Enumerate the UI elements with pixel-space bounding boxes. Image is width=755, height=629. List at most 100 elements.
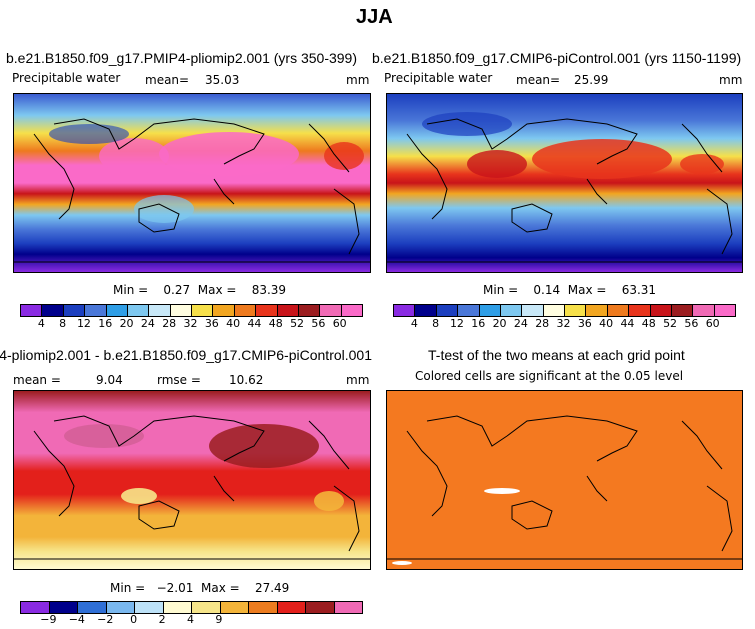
colorbar-panel3-tick-label: 4 bbox=[187, 613, 194, 626]
colorbar-panel2-tick-label: 32 bbox=[556, 317, 571, 330]
colorbar-panel2-swatch bbox=[607, 305, 630, 316]
colorbar-panel2-tick-label: 48 bbox=[641, 317, 656, 330]
colorbar-panel1-ticks: 4 8 12 16 20 24 28 32 36 40 44 48 52 56 60 bbox=[20, 317, 361, 331]
colorbar-panel3-swatch bbox=[220, 602, 249, 613]
panel3-case-title: b.e21.B1850.f09_g17.PMIP4-pliomip2.001 -… bbox=[0, 347, 372, 363]
colorbar-panel2-tick-label: 52 bbox=[663, 317, 678, 330]
colorbar-panel3-swatch bbox=[163, 602, 192, 613]
panel3-mean-label: mean = bbox=[13, 373, 61, 387]
panel4-subtitle: Colored cells are significant at the 0.0… bbox=[415, 369, 684, 383]
colorbar-panel2-swatch bbox=[458, 305, 480, 316]
panel1-map bbox=[13, 93, 371, 273]
panel3-units: mm bbox=[346, 373, 370, 387]
colorbar-panel2-swatch bbox=[565, 305, 587, 316]
colorbar-panel3 bbox=[20, 601, 363, 614]
colorbar-panel1-swatch bbox=[277, 305, 299, 316]
colorbar-panel2-tick-label: 12 bbox=[449, 317, 464, 330]
colorbar-panel1-swatch bbox=[127, 305, 150, 316]
colorbar-panel1-swatch bbox=[341, 305, 362, 316]
colorbar-panel1-swatch bbox=[42, 305, 64, 316]
colorbar-panel3-swatch bbox=[306, 602, 335, 613]
colorbar-panel3-tick-label: 2 bbox=[158, 613, 166, 626]
colorbar-panel1-swatch bbox=[320, 305, 342, 316]
colorbar-panel2-swatch bbox=[671, 305, 694, 316]
colorbar-panel3-tick-label: −2 bbox=[97, 613, 114, 626]
panel3-rmse-label: rmse = bbox=[157, 373, 201, 387]
colorbar-panel2-swatch bbox=[479, 305, 501, 316]
panel3-map bbox=[13, 390, 371, 570]
colorbar-panel2-swatch bbox=[543, 305, 565, 316]
colorbar-panel2-tick-label: 8 bbox=[432, 317, 440, 330]
colorbar-panel3-tick-label: 9 bbox=[215, 613, 223, 626]
panel1-case-title: b.e21.B1850.f09_g17.PMIP4-pliomip2.001 (… bbox=[6, 50, 357, 66]
colorbar-panel1-tick-label: 24 bbox=[140, 317, 155, 330]
colorbar-panel1-tick-label: 52 bbox=[290, 317, 305, 330]
colorbar-panel1-tick-label: 28 bbox=[162, 317, 177, 330]
colorbar-panel1-swatch bbox=[234, 305, 257, 316]
colorbar-panel2-tick-label: 44 bbox=[620, 317, 635, 330]
colorbar-panel1-tick-label: 4 bbox=[37, 317, 45, 330]
panel1-minmax: Min = 0.27 Max = 83.39 bbox=[113, 283, 287, 297]
colorbar-panel2-tick-label: 16 bbox=[471, 317, 486, 330]
colorbar-panel2-tick-label: 40 bbox=[599, 317, 614, 330]
colorbar-panel2-tick-label: 28 bbox=[535, 317, 550, 330]
colorbar-panel1-swatch bbox=[21, 305, 43, 316]
colorbar-panel1-tick-label: 60 bbox=[332, 317, 347, 330]
colorbar-panel2-tick-label: 56 bbox=[684, 317, 699, 330]
panel2-variable: Precipitable water bbox=[384, 71, 493, 85]
colorbar-panel3-swatch bbox=[135, 602, 164, 613]
colorbar-panel1-tick-label: 56 bbox=[311, 317, 326, 330]
colorbar-panel2-tick-label: 36 bbox=[577, 317, 592, 330]
colorbar-panel2-swatch bbox=[436, 305, 459, 316]
colorbar-panel2-swatch bbox=[394, 305, 416, 316]
colorbar-panel3-swatch bbox=[277, 602, 306, 613]
panel2-units: mm bbox=[719, 73, 743, 87]
colorbar-panel2-swatch bbox=[629, 305, 651, 316]
colorbar-panel1-tick-label: 32 bbox=[183, 317, 198, 330]
panel4-map bbox=[386, 390, 743, 570]
colorbar-panel1-tick-label: 40 bbox=[226, 317, 241, 330]
colorbar-panel1-tick-label: 36 bbox=[204, 317, 219, 330]
colorbar-panel1-swatch bbox=[106, 305, 128, 316]
colorbar-panel3-swatch bbox=[334, 602, 362, 613]
colorbar-panel1-swatch bbox=[213, 305, 235, 316]
figure-title: JJA bbox=[356, 6, 393, 28]
colorbar-panel2-swatch bbox=[714, 305, 735, 316]
colorbar-panel1-tick-label: 44 bbox=[247, 317, 262, 330]
colorbar-panel1-swatch bbox=[256, 305, 278, 316]
colorbar-panel2-swatch bbox=[415, 305, 437, 316]
colorbar-panel1-swatch bbox=[85, 305, 107, 316]
panel4-title: T-test of the two means at each grid poi… bbox=[428, 347, 685, 363]
panel3-rmse: 10.62 bbox=[229, 373, 264, 387]
colorbar-panel3-swatch bbox=[192, 602, 221, 613]
colorbar-panel2-swatch bbox=[500, 305, 523, 316]
colorbar-panel2-swatch bbox=[693, 305, 715, 316]
colorbar-panel3-swatch bbox=[49, 602, 78, 613]
panel3-mean: 9.04 bbox=[96, 373, 123, 387]
colorbar-panel3-tick-label: −9 bbox=[40, 613, 57, 626]
colorbar-panel2-tick-label: 4 bbox=[410, 317, 418, 330]
colorbar-panel3-tick-label: 0 bbox=[130, 613, 138, 626]
panel1-mean: 35.03 bbox=[205, 73, 240, 87]
colorbar-panel2 bbox=[393, 304, 736, 317]
panel1-variable: Precipitable water bbox=[12, 71, 121, 85]
colorbar-panel2-tick-label: 60 bbox=[705, 317, 720, 330]
colorbar-panel3-swatch bbox=[21, 602, 50, 613]
panel1-units: mm bbox=[346, 73, 370, 87]
colorbar-panel3-swatch bbox=[106, 602, 135, 613]
panel1-mean-label: mean= bbox=[145, 73, 190, 87]
colorbar-panel1-swatch bbox=[63, 305, 86, 316]
colorbar-panel2-swatch bbox=[650, 305, 672, 316]
colorbar-panel2-swatch bbox=[586, 305, 608, 316]
colorbar-panel3-tick-label: −4 bbox=[68, 613, 85, 626]
colorbar-panel1-tick-label: 12 bbox=[76, 317, 91, 330]
colorbar-panel1-tick-label: 16 bbox=[98, 317, 113, 330]
panel2-minmax: Min = 0.14 Max = 63.31 bbox=[483, 283, 657, 297]
panel2-case-title: b.e21.B1850.f09_g17.CMIP6-piControl.001 … bbox=[372, 50, 742, 66]
colorbar-panel3-ticks: −9 −4 −2 0 2 4 9 bbox=[20, 613, 361, 627]
colorbar-panel2-tick-label: 20 bbox=[492, 317, 507, 330]
panel2-mean-label: mean= bbox=[516, 73, 561, 87]
panel2-mean: 25.99 bbox=[574, 73, 609, 87]
colorbar-panel2-tick-label: 24 bbox=[513, 317, 528, 330]
colorbar-panel3-swatch bbox=[249, 602, 278, 613]
